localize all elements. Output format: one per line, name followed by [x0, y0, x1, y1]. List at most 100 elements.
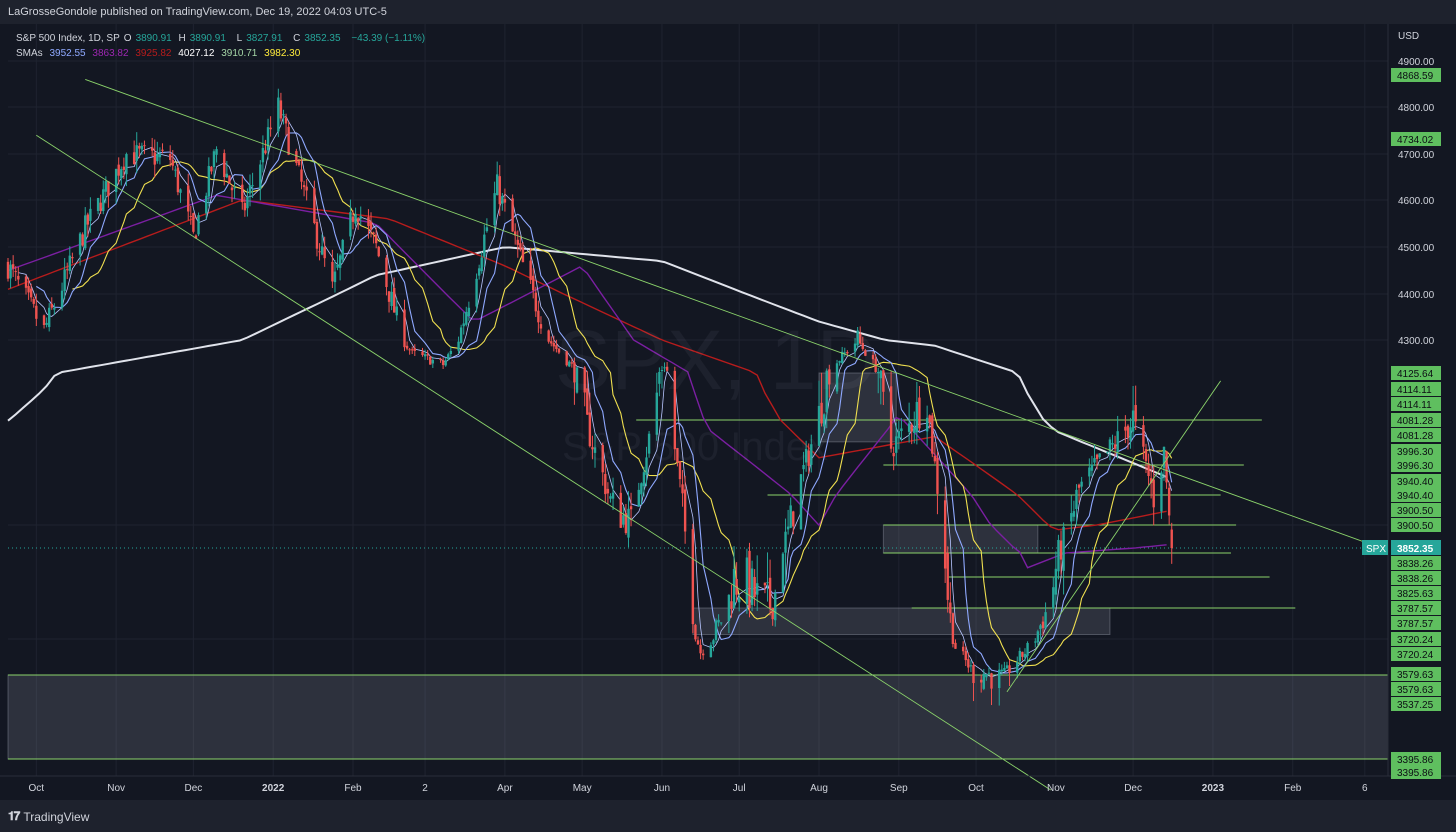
candle-body	[611, 492, 615, 499]
level-tag-label: 4114.11	[1397, 400, 1432, 411]
level-tag-label: 3900.50	[1397, 506, 1434, 517]
candle-body	[954, 642, 957, 649]
candle-body	[369, 221, 373, 230]
candle-body	[439, 358, 442, 360]
candle-body	[429, 356, 432, 365]
level-tag-label: 3996.30	[1397, 461, 1434, 472]
candle-body	[421, 351, 424, 356]
candle-body	[534, 292, 537, 312]
candle-body	[658, 371, 661, 384]
candle-body	[1003, 667, 1006, 672]
candle-body	[575, 367, 579, 393]
candle-body	[449, 350, 453, 355]
candle-body	[972, 665, 975, 684]
candle-body	[390, 291, 393, 307]
candle-body	[192, 213, 195, 232]
candle-body	[586, 388, 589, 415]
candle-body	[1090, 464, 1094, 471]
level-tag	[1391, 413, 1441, 427]
candle-body	[859, 333, 862, 344]
candle-body	[699, 644, 702, 654]
close-value: 3852.35	[304, 33, 341, 44]
candle-body	[498, 176, 501, 205]
level-tag	[1391, 765, 1441, 779]
time-label: Feb	[1284, 783, 1302, 794]
level-tag-label: 3395.86	[1397, 768, 1434, 779]
time-label: Feb	[344, 783, 362, 794]
level-tag	[1391, 697, 1441, 711]
time-label: Dec	[1124, 783, 1142, 794]
candle-body	[50, 303, 53, 308]
candle-body	[1057, 539, 1060, 572]
price-tick-label: 4400.00	[1398, 290, 1435, 301]
level-tag	[1391, 68, 1441, 82]
candle-body	[804, 448, 808, 463]
candle-body	[781, 553, 785, 593]
candle-body	[985, 674, 988, 678]
tradingview-logo[interactable]: 𝟏𝟕 TradingView	[8, 809, 89, 824]
candle-body	[511, 198, 514, 232]
candle-body	[171, 159, 174, 166]
candle-body	[287, 126, 290, 155]
candle-body	[1018, 650, 1022, 662]
level-tag-label: 4125.64	[1397, 369, 1434, 380]
level-tag	[1391, 444, 1441, 458]
price-chart[interactable]: 4900.00 4800.00 4700.00 4600.00 4500.00 4400.…	[0, 24, 1456, 800]
level-tag	[1391, 667, 1441, 681]
candle-body	[225, 173, 229, 178]
change-value: −43.39 (−1.11%)	[351, 33, 426, 44]
sma-row: SMAs 3952.55 3863.82 3925.82 4027.12 391…	[16, 46, 429, 61]
candle-body	[709, 645, 713, 658]
candle-body	[1095, 454, 1099, 460]
candle-body	[1147, 463, 1150, 477]
candle-body	[748, 550, 751, 609]
candle-body	[331, 261, 334, 282]
gray-zones	[7, 372, 1389, 760]
candle-body	[174, 169, 177, 171]
candle-body	[313, 188, 316, 223]
sma-label: SMAs	[16, 48, 43, 59]
time-label: 2	[422, 783, 428, 794]
low-value: 3827.91	[246, 33, 283, 44]
sma-line	[7, 199, 1167, 531]
candle-body	[300, 169, 303, 182]
candle-body	[135, 145, 138, 161]
level-tag	[1391, 586, 1441, 600]
candle-body	[967, 659, 970, 668]
level-tag-label: 3838.26	[1397, 559, 1434, 570]
candle-body	[1124, 426, 1127, 431]
candle-body	[1070, 513, 1073, 522]
time-label: Jun	[654, 783, 670, 794]
candle-body	[892, 452, 895, 457]
sma-line	[7, 194, 1167, 569]
time-label: Jul	[733, 783, 746, 794]
candle-body	[354, 213, 357, 224]
candle-body	[71, 257, 74, 259]
trendlines	[36, 78, 1389, 791]
level-tag-label: 3996.30	[1397, 447, 1434, 458]
candle-body	[961, 646, 965, 652]
candle-body	[341, 239, 344, 260]
candle-body	[570, 362, 574, 364]
price-tick-label: 4800.00	[1398, 103, 1435, 114]
candle-body	[176, 167, 180, 193]
candle-body	[1126, 425, 1130, 438]
candle-body	[822, 414, 826, 427]
candle-body	[673, 370, 677, 450]
level-tag	[1391, 503, 1441, 517]
candle-body	[483, 234, 486, 257]
candle-body	[266, 127, 270, 151]
candle-body	[768, 577, 772, 609]
candle-body	[910, 424, 913, 432]
level-tag	[1391, 682, 1441, 696]
level-tag	[1391, 382, 1441, 396]
price-tick-label: 4300.00	[1398, 336, 1435, 347]
candle-body	[640, 483, 643, 495]
candle-body	[187, 185, 190, 212]
candle-body	[1023, 653, 1027, 658]
candle-body	[356, 218, 360, 222]
level-tag	[1391, 601, 1441, 615]
candle-body	[619, 492, 622, 528]
candle-body	[47, 307, 51, 328]
candle-body	[277, 97, 280, 132]
